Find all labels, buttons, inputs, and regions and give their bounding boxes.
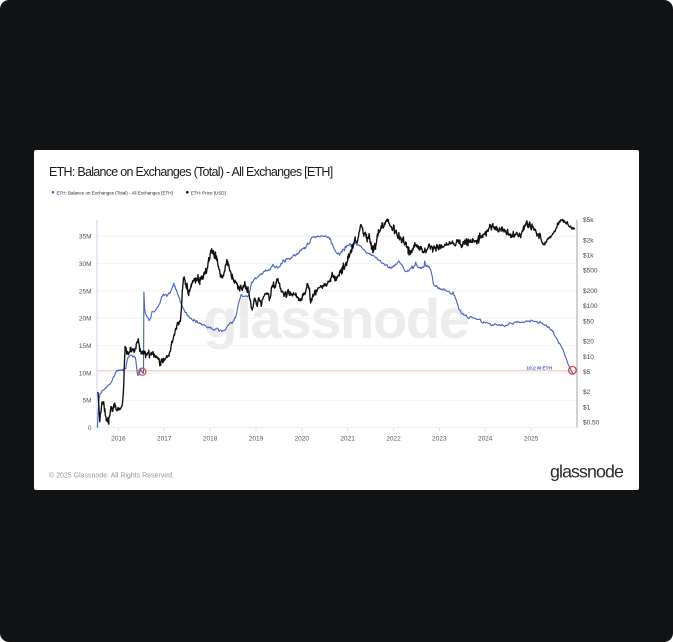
svg-text:30M: 30M	[79, 261, 92, 268]
svg-text:2024: 2024	[478, 436, 493, 443]
svg-text:10.2 M ETH: 10.2 M ETH	[526, 366, 552, 372]
svg-text:ETH: Balance on Exchanges (Tot: ETH: Balance on Exchanges (Total) - All …	[49, 165, 333, 179]
svg-text:$500: $500	[583, 268, 598, 275]
svg-text:$5k: $5k	[583, 217, 594, 224]
svg-text:2020: 2020	[295, 436, 310, 443]
svg-text:$2k: $2k	[583, 237, 594, 244]
svg-text:$100: $100	[583, 303, 598, 310]
svg-text:2023: 2023	[432, 436, 447, 443]
svg-text:ETH: Price [USD]: ETH: Price [USD]	[191, 190, 226, 195]
svg-text:10M: 10M	[79, 370, 92, 377]
svg-text:0: 0	[88, 425, 92, 432]
svg-text:$0.50: $0.50	[583, 420, 600, 427]
svg-text:$2: $2	[583, 389, 591, 396]
svg-text:$5: $5	[583, 369, 591, 376]
svg-text:15M: 15M	[79, 343, 92, 350]
svg-text:2019: 2019	[249, 436, 264, 443]
svg-text:20M: 20M	[79, 316, 92, 323]
svg-text:25M: 25M	[79, 288, 92, 295]
svg-text:$50: $50	[583, 318, 594, 325]
svg-text:$10: $10	[583, 354, 594, 361]
svg-text:2018: 2018	[203, 436, 218, 443]
svg-text:$20: $20	[583, 339, 594, 346]
svg-text:5M: 5M	[82, 398, 91, 405]
svg-text:2017: 2017	[157, 436, 172, 443]
svg-text:$1: $1	[583, 405, 591, 412]
svg-text:2016: 2016	[111, 436, 126, 443]
svg-text:35M: 35M	[79, 234, 92, 241]
svg-text:ETH: Balance on Exchanges (Tot: ETH: Balance on Exchanges (Total) - All …	[57, 190, 173, 195]
svg-text:2021: 2021	[340, 436, 355, 443]
svg-text:$200: $200	[583, 288, 598, 295]
svg-text:© 2025 Glassnode. All Rights R: © 2025 Glassnode. All Rights Reserved.	[49, 472, 174, 480]
svg-text:glassnode: glassnode	[550, 462, 624, 482]
svg-text:2022: 2022	[386, 436, 401, 443]
svg-text:$1k: $1k	[583, 253, 594, 260]
svg-text:2025: 2025	[524, 436, 539, 443]
